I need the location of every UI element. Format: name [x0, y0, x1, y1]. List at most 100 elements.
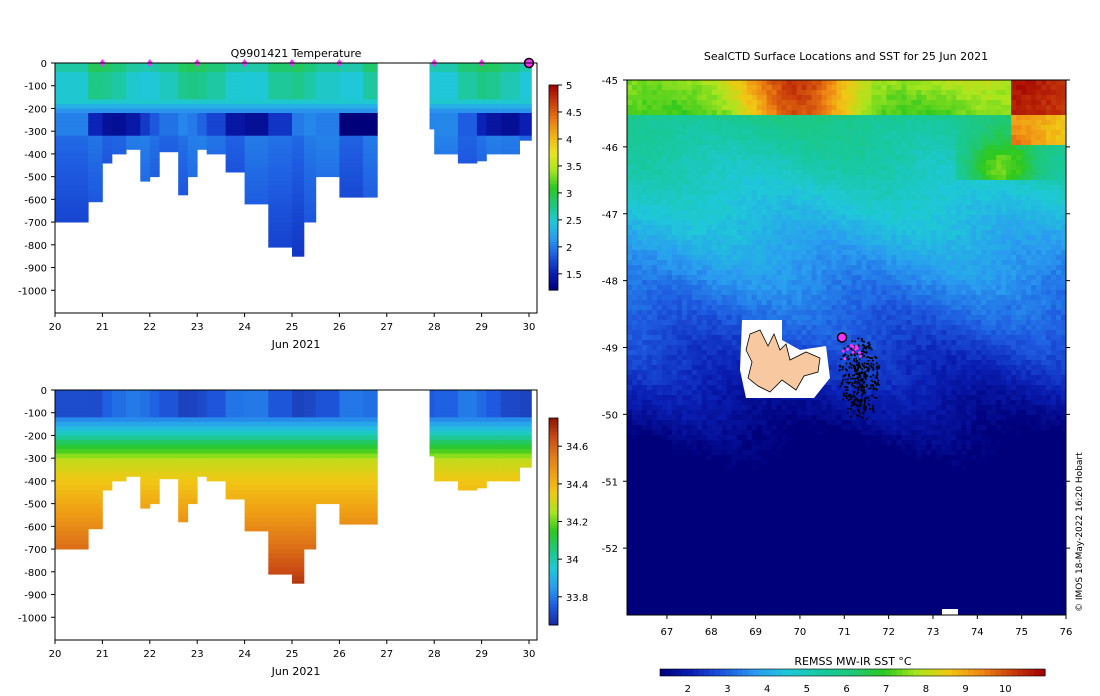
- sst-cell: [956, 240, 962, 246]
- sst-cell: [776, 145, 783, 151]
- sst-cell: [931, 175, 937, 181]
- section-cell: [126, 131, 141, 137]
- section-cell: [244, 108, 269, 114]
- section-cell: [339, 194, 364, 198]
- sst-cell: [1006, 230, 1012, 236]
- sst-cell: [711, 225, 718, 231]
- sst-cell: [656, 90, 663, 96]
- sst-cell: [996, 80, 1002, 86]
- sst-cell: [926, 215, 932, 221]
- sst-cell: [696, 150, 703, 156]
- sst-cell: [846, 150, 852, 156]
- sst-cell: [766, 165, 773, 171]
- sst-cell: [741, 160, 748, 166]
- sst-cell: [836, 195, 842, 201]
- sst-cell: [956, 150, 962, 156]
- sst-cell: [861, 100, 867, 106]
- sst-cell: [961, 85, 967, 91]
- sst-cell: [951, 185, 957, 191]
- sst-cell: [686, 210, 693, 216]
- section-cell: [111, 63, 127, 68]
- section-cell: [457, 485, 478, 491]
- sst-cell: [896, 100, 902, 106]
- sst-cell: [986, 140, 992, 146]
- sst-cell: [951, 125, 957, 131]
- sst-cell: [831, 220, 837, 226]
- sst-cell: [1046, 235, 1052, 241]
- sst-cell: [796, 80, 802, 86]
- sst-cell: [841, 155, 847, 161]
- sst-cell: [646, 260, 653, 266]
- sst-cell: [951, 135, 957, 141]
- sst-cell: [656, 110, 663, 116]
- section-cell: [102, 72, 113, 78]
- sst-cell: [866, 110, 872, 116]
- sst-cell: [951, 85, 957, 91]
- sst-cell: [656, 210, 663, 216]
- sst-cell: [806, 150, 812, 156]
- sst-cell: [1001, 130, 1007, 136]
- section-cell: [429, 444, 435, 450]
- section-cell: [126, 417, 141, 423]
- x-tick-label: 29: [475, 322, 488, 333]
- sst-cell: [1031, 245, 1037, 251]
- sst-cell: [811, 195, 817, 201]
- sst-cell: [1031, 190, 1037, 196]
- section-cell: [149, 399, 160, 405]
- sst-cell: [671, 260, 678, 266]
- sst-cell: [676, 90, 683, 96]
- sst-cell: [1006, 235, 1012, 241]
- section-cell: [244, 390, 269, 395]
- sst-cell: [691, 85, 698, 91]
- section-cell: [102, 444, 113, 450]
- section-cell: [519, 403, 532, 409]
- sst-cell: [746, 210, 753, 216]
- section-cell: [178, 85, 189, 91]
- sst-cell: [881, 225, 887, 231]
- sst-cell: [761, 240, 768, 246]
- section-cell: [111, 117, 127, 123]
- sst-cell: [1056, 95, 1062, 101]
- sst-cell: [866, 160, 872, 166]
- section-cell: [55, 176, 89, 182]
- sst-cell: [766, 225, 773, 231]
- sst-cell: [676, 135, 683, 141]
- section-cell: [149, 94, 160, 100]
- sst-cell: [1046, 170, 1052, 176]
- sst-cell: [661, 170, 668, 176]
- sst-cell: [956, 180, 962, 186]
- section-cell: [111, 453, 127, 459]
- sst-cell: [1061, 140, 1067, 146]
- sst-cell: [921, 260, 927, 266]
- sst-cell: [856, 145, 862, 151]
- temperature-colorbar: 54.543.532.521.5: [548, 81, 582, 291]
- sst-cell: [706, 200, 713, 206]
- sst-cell: [776, 110, 783, 116]
- sst-cell: [926, 120, 932, 126]
- sst-cell: [691, 235, 698, 241]
- sst-cell: [661, 115, 668, 121]
- sst-cell: [627, 255, 633, 261]
- section-cell: [500, 408, 520, 414]
- sst-cell: [926, 115, 932, 121]
- sst-cell: [691, 200, 698, 206]
- sst-cell: [781, 155, 788, 161]
- sst-cell: [766, 210, 773, 216]
- section-cell: [206, 453, 227, 459]
- sst-cell: [1021, 145, 1027, 151]
- sst-cell: [846, 255, 852, 261]
- section-cell: [149, 458, 160, 464]
- sst-cell: [756, 215, 763, 221]
- sst-cell: [881, 135, 887, 141]
- sst-cell: [1041, 160, 1047, 166]
- section-cell: [159, 144, 179, 150]
- sst-cell: [986, 250, 992, 256]
- sst-cell: [871, 140, 877, 146]
- sst-cell: [811, 185, 817, 191]
- y-tick-label: 0: [41, 59, 47, 70]
- section-cell: [268, 185, 293, 191]
- sst-cell: [1041, 185, 1047, 191]
- sst-cell: [686, 90, 693, 96]
- sst-cell: [891, 200, 897, 206]
- section-cell: [292, 549, 305, 555]
